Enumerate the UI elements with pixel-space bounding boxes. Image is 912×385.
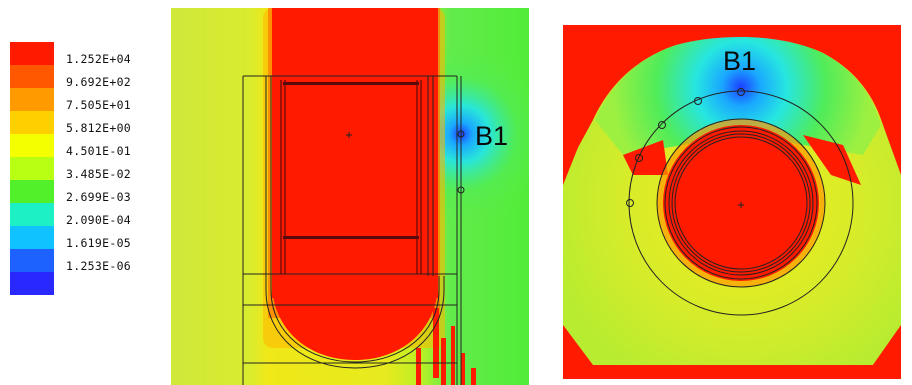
- legend-tick-label: 2.699E-03: [66, 190, 132, 204]
- legend-tick-label: 3.485E-02: [66, 167, 132, 181]
- legend-tick-label: 5.812E+00: [66, 121, 132, 135]
- legend-swatch: [10, 111, 54, 134]
- legend-tick-label: 2.090E-04: [66, 213, 132, 227]
- legend-swatch: [10, 226, 54, 249]
- side-view-b1-label: B1: [475, 121, 508, 151]
- legend-tick-label: 1.252E+04: [66, 52, 132, 66]
- side-view-plot: B1: [171, 8, 529, 385]
- legend-swatch: [10, 249, 54, 272]
- top-view-b1-label: B1: [723, 46, 756, 76]
- color-legend: 1.252E+04 9.692E+02 7.505E+01 5.812E+00 4.50…: [0, 0, 170, 385]
- legend-swatch: [10, 180, 54, 203]
- legend-tick-label: 4.501E-01: [66, 144, 132, 158]
- legend-tick-label: 9.692E+02: [66, 75, 132, 89]
- legend-swatch: [10, 88, 54, 111]
- legend-swatch: [10, 157, 54, 180]
- legend-tick-label: 1.619E-05: [66, 236, 132, 250]
- legend-swatch: [10, 134, 54, 157]
- legend-swatch: [10, 42, 54, 65]
- top-view-plot: B1: [563, 25, 901, 379]
- legend-swatch: [10, 65, 54, 88]
- legend-tick-label: 7.505E+01: [66, 98, 132, 112]
- legend-swatch: [10, 272, 54, 295]
- legend-tick-label: 1.253E-06: [66, 259, 132, 273]
- legend-swatch: [10, 203, 54, 226]
